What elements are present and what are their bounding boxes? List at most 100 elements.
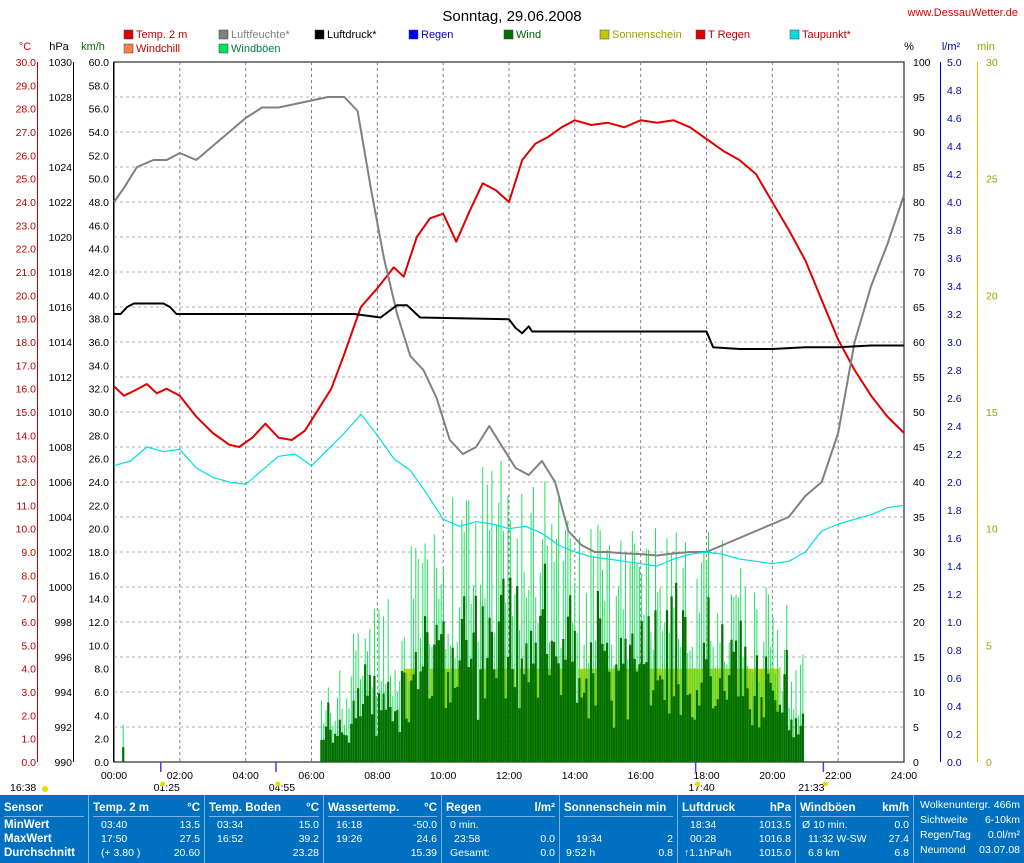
temp-tick-label: 24.0	[16, 197, 37, 209]
rain-tick-label: 2.4	[947, 421, 962, 433]
rain-tick-label: 4.2	[947, 169, 962, 181]
temp-tick-label: 28.0	[16, 104, 37, 116]
time-tick-label: 20:00	[759, 770, 785, 782]
humidity-tick-label: 50	[913, 407, 925, 419]
wasser-header: Wassertemp.	[328, 802, 400, 814]
rain-tick-label: 0.0	[947, 757, 962, 769]
stats-col-sonne: Sonnenschein min 19:34 2 9:52 h 0.8	[560, 795, 677, 863]
pressure-tick-label: 1018	[49, 267, 73, 279]
wind-tick-label: 30.0	[89, 407, 110, 419]
sonne-header: Sonnenschein min	[564, 802, 667, 814]
cloud-base-value: 466m	[993, 799, 1020, 811]
rain-tick-label: 2.8	[947, 365, 962, 377]
wind-tick-label: 16.0	[89, 570, 110, 582]
stats-col-boeen: Windböen km/h Ø 10 min. 0.0 11:32 W-SW 27.4…	[796, 795, 913, 863]
pressure-tick-label: 1008	[49, 442, 73, 454]
sonne-duration: 9:52 h	[566, 847, 596, 859]
wind-tick-label: 8.0	[94, 664, 109, 676]
temp-max-value: 27.5	[179, 833, 200, 845]
pressure-tick-label: 1024	[49, 162, 73, 174]
rain-tick-label: 3.0	[947, 337, 962, 349]
wind-tick-label: 4.0	[94, 710, 109, 722]
sun-tick-label: 20	[986, 290, 998, 302]
wasser-unit: °C	[424, 802, 437, 814]
wind-tick-label: 42.0	[89, 267, 110, 279]
legend-swatch	[789, 29, 800, 40]
temp-tick-label: 23.0	[16, 220, 37, 232]
legend-swatch	[123, 29, 134, 40]
sun-tick-label: 25	[986, 174, 998, 186]
sun-tick-label: 15	[986, 407, 998, 419]
humidity-tick-label: 20	[913, 617, 925, 629]
wind-tick-label: 14.0	[89, 594, 110, 606]
time-tick-label: 16:00	[628, 770, 654, 782]
temp-tick-label: 6.0	[21, 617, 36, 629]
rain-tick-label: 1.6	[947, 533, 962, 545]
wind-tick-label: 48.0	[89, 197, 110, 209]
temp-tick-label: 29.0	[16, 80, 37, 92]
wind-tick-label: 56.0	[89, 104, 110, 116]
pressure-tick-label: 990	[54, 757, 72, 769]
wind-tick-label: 6.0	[94, 687, 109, 699]
sonne-avg-value: 0.8	[658, 847, 673, 859]
pressure-tick-label: 998	[54, 617, 72, 629]
line-layer	[113, 96, 905, 567]
druck-max-value: 1016.8	[758, 833, 791, 845]
humidity-tick-label: 65	[913, 302, 925, 314]
cloud-base-label: Wolkenuntergr.	[920, 799, 991, 811]
astro-markers: 16:38 01:25 04:55 17:40 21:33	[10, 762, 828, 794]
legend-swatch	[218, 29, 229, 40]
rain-tick-label: 3.4	[947, 281, 962, 293]
rain-tick-label: 1.2	[947, 589, 962, 601]
sun-icon	[822, 781, 828, 787]
regen-unit: l/m²	[534, 802, 555, 814]
temp-tick-label: 1.0	[21, 734, 36, 746]
moon-time-label: 16:38	[10, 782, 36, 794]
site-link[interactable]: www.DessauWetter.de	[907, 7, 1018, 19]
boeen-distance-value: 6.8	[894, 847, 909, 859]
boden-unit: °C	[306, 802, 319, 814]
rain-tick-label: 1.8	[947, 505, 962, 517]
stats-col-temp: Temp. 2 m °C 03:40 13.5 17:50 27.5 (+ 3.80 …	[89, 795, 204, 863]
legend-swatch	[503, 29, 514, 40]
temp-avg-delta: (+ 3.80 )	[101, 847, 141, 859]
legend-label: Temp. 2 m	[136, 29, 187, 41]
temp-tick-label: 15.0	[16, 407, 37, 419]
wind-tick-label: 36.0	[89, 337, 110, 349]
temp-tick-label: 5.0	[21, 640, 36, 652]
temp-axis-title: °C	[19, 41, 31, 53]
stats-col-regen: Regen l/m² 0 min. 23:58 0.0 Gesamt: 0.0	[442, 795, 559, 863]
sun-tick-label: 30	[986, 57, 998, 69]
humidity-tick-label: 15	[913, 652, 925, 664]
pressure-tick-label: 1022	[49, 197, 73, 209]
sun-icon	[695, 781, 701, 787]
humidity-tick-label: 100	[913, 57, 931, 69]
rain-tick-label: 4.6	[947, 113, 962, 125]
time-tick-label: 22:00	[825, 770, 851, 782]
wind-tick-label: 26.0	[89, 454, 110, 466]
astro-time-label: 04:55	[269, 782, 295, 794]
regen-total-label: Gesamt:	[450, 847, 490, 859]
temp-tick-label: 0.0	[21, 757, 36, 769]
moon-icon	[42, 786, 48, 792]
druck-unit: hPa	[769, 802, 791, 814]
legend-label: Windchill	[136, 43, 180, 55]
wind-tick-label: 38.0	[89, 314, 110, 326]
temperature-line	[113, 119, 905, 448]
wind-tick-label: 44.0	[89, 244, 110, 256]
boden-min-value: 15.0	[298, 819, 319, 831]
humidity-tick-label: 25	[913, 582, 925, 594]
temp-unit: °C	[187, 802, 200, 814]
humidity-axis-title: %	[904, 41, 914, 53]
rain-tick-label: 2.6	[947, 393, 962, 405]
humidity-tick-label: 45	[913, 442, 925, 454]
pressure-tick-label: 1006	[49, 477, 73, 489]
pressure-tick-label: 1020	[49, 232, 73, 244]
stats-col-info: Wolkenuntergr. 466m Sichtweite 6-10km Rege…	[914, 795, 1024, 863]
temp-tick-label: 11.0	[16, 500, 36, 512]
wind-tick-label: 0.0	[94, 757, 109, 769]
temp-tick-label: 25.0	[16, 174, 37, 186]
regen-total-value: 0.0	[540, 847, 555, 859]
boeen-avg-label: Ø 10 min.	[802, 819, 848, 831]
legend-label: Regen	[421, 29, 453, 41]
